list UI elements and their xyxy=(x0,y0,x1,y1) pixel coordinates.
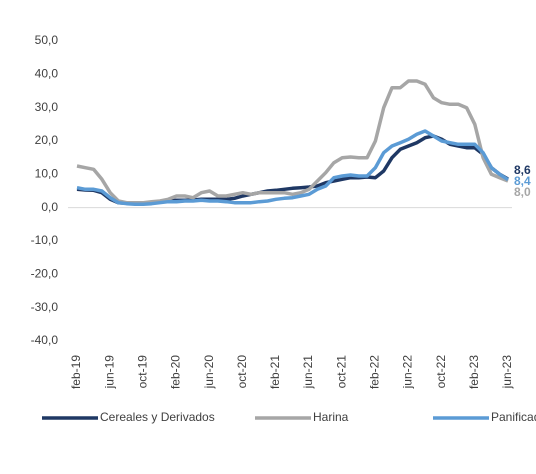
x-tick-label: oct-21 xyxy=(334,355,348,389)
y-tick-label: 0,0 xyxy=(41,200,58,214)
legend-label: Cereales y Derivados xyxy=(100,410,215,424)
data-label: 8,6 xyxy=(514,163,531,177)
x-tick-label: jun-20 xyxy=(202,355,216,390)
y-tick-label: 20,0 xyxy=(35,133,59,147)
data-label: 8,4 xyxy=(514,174,531,188)
y-tick-label: -10,0 xyxy=(31,233,59,247)
data-label: 8,0 xyxy=(514,185,531,199)
legend-label: Panificados xyxy=(491,410,536,424)
series-line xyxy=(76,79,509,205)
x-tick-label: oct-20 xyxy=(235,355,249,389)
y-tick-label: 50,0 xyxy=(35,33,59,47)
x-tick-label: feb-22 xyxy=(368,355,382,389)
x-tick-label: jun-23 xyxy=(500,355,514,390)
x-tick-label: feb-20 xyxy=(169,355,183,389)
y-tick-label: 40,0 xyxy=(35,67,59,81)
y-tick-label: 30,0 xyxy=(35,100,59,114)
legend-label: Harina xyxy=(313,410,349,424)
x-tick-label: jun-21 xyxy=(301,355,315,390)
series-line xyxy=(76,129,509,207)
y-tick-label: -30,0 xyxy=(31,300,59,314)
x-tick-label: feb-23 xyxy=(467,355,481,389)
x-tick-label: jun-19 xyxy=(102,355,116,390)
y-tick-label: 10,0 xyxy=(35,167,59,181)
x-tick-label: feb-21 xyxy=(268,355,282,389)
x-tick-label: jun-22 xyxy=(401,355,415,390)
x-tick-label: feb-19 xyxy=(69,355,83,389)
y-tick-label: -40,0 xyxy=(31,333,59,347)
x-tick-label: oct-22 xyxy=(434,355,448,389)
y-tick-label: -20,0 xyxy=(31,267,59,281)
x-tick-label: oct-19 xyxy=(135,355,149,389)
